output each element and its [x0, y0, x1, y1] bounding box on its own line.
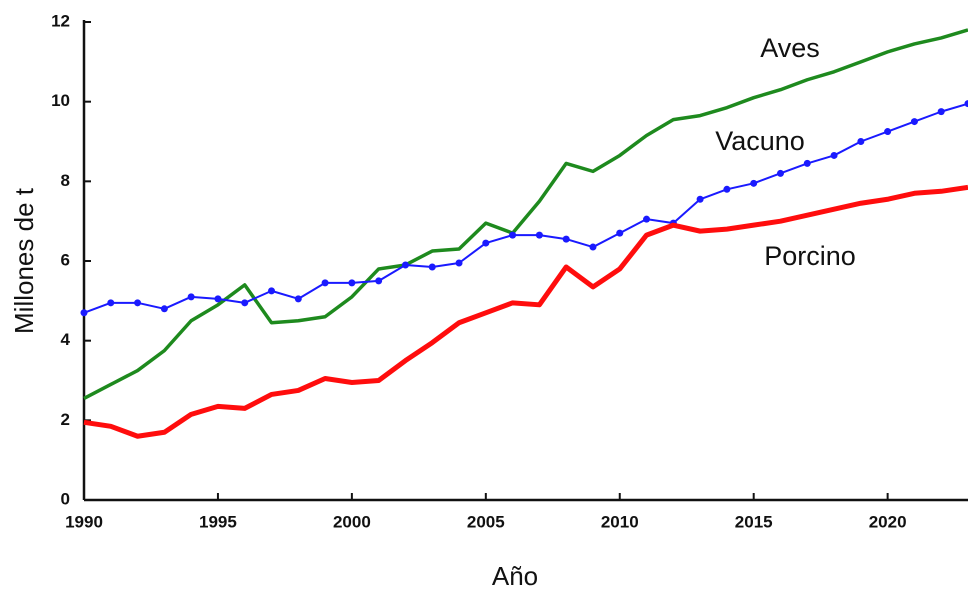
y-tick-label: 4	[61, 330, 71, 349]
series-marker	[937, 108, 945, 116]
x-tick-label: 1990	[65, 512, 103, 531]
series-marker	[723, 185, 731, 193]
y-tick-label: 8	[61, 171, 70, 190]
x-tick-label: 2010	[601, 512, 639, 531]
series-marker	[294, 295, 302, 303]
series-label: Aves	[760, 33, 820, 63]
y-tick-label: 12	[51, 11, 70, 30]
x-tick-label: 2005	[467, 512, 505, 531]
x-tick-label: 2015	[735, 512, 773, 531]
series-line	[83, 184, 968, 439]
series-marker	[750, 179, 758, 187]
series-marker	[268, 287, 276, 295]
y-tick-label: 10	[51, 91, 70, 110]
series-marker	[696, 195, 704, 203]
series-line	[83, 28, 968, 400]
x-tick-label: 2000	[333, 512, 371, 531]
x-axis-title: Año	[492, 561, 538, 591]
series-marker	[616, 229, 624, 237]
series-label: Porcino	[764, 241, 856, 271]
series-marker	[160, 305, 168, 313]
series-marker	[241, 299, 249, 307]
y-tick-label: 6	[61, 250, 70, 269]
series-marker	[589, 243, 597, 251]
series-marker	[482, 239, 490, 247]
series-marker	[964, 100, 968, 108]
series-label: Vacuno	[715, 126, 805, 156]
series-marker	[455, 259, 463, 267]
series-marker	[776, 169, 784, 177]
series-marker	[910, 118, 918, 126]
series-line	[83, 102, 968, 314]
y-tick-label: 0	[61, 489, 70, 508]
series-marker	[321, 279, 329, 287]
series-marker	[428, 263, 436, 271]
series-marker	[509, 231, 517, 239]
series-marker	[535, 231, 543, 239]
series-marker	[803, 159, 811, 167]
series-marker	[187, 293, 195, 301]
series-marker	[107, 299, 115, 307]
series-marker	[643, 215, 651, 223]
series-marker	[134, 299, 142, 307]
series-marker	[830, 151, 838, 159]
series-marker	[562, 235, 570, 243]
series-marker	[348, 279, 356, 287]
series-marker	[214, 295, 222, 303]
y-axis-title: Millones de t	[9, 187, 39, 334]
x-tick-label: 1995	[199, 512, 237, 531]
series-marker	[884, 128, 892, 136]
y-tick-label: 2	[61, 410, 70, 429]
series-marker	[401, 261, 409, 269]
series-marker	[857, 138, 865, 145]
series-marker	[80, 309, 88, 317]
series-marker	[375, 277, 383, 285]
x-tick-label: 2020	[869, 512, 907, 531]
